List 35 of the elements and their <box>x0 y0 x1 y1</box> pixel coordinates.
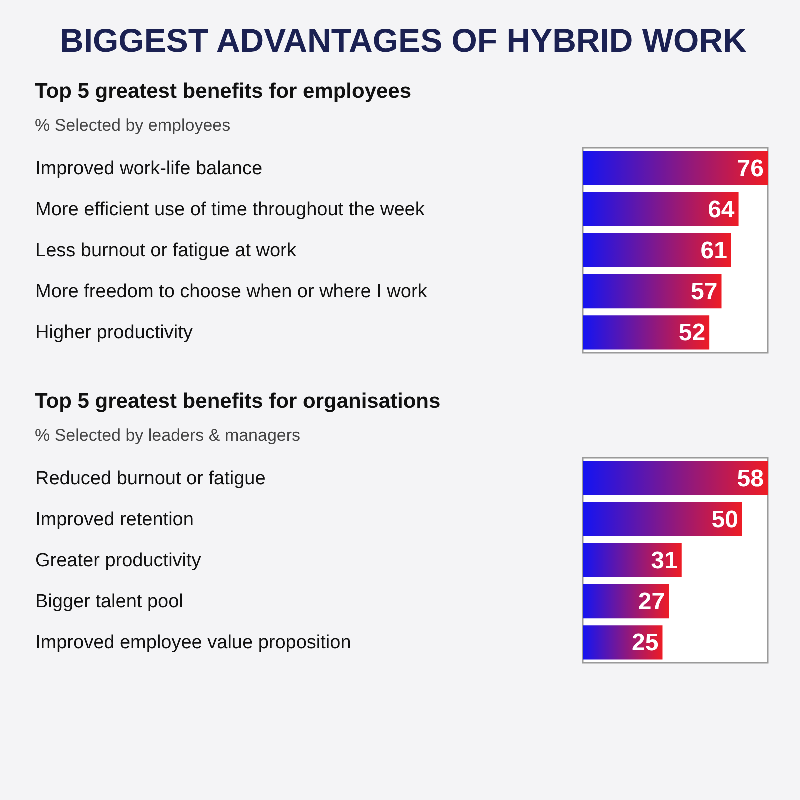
bar <box>583 502 742 536</box>
y-tick-label: Improved work-life balance <box>36 158 263 180</box>
text: % Selected by employees <box>35 116 231 135</box>
data-label: 27 <box>638 588 666 616</box>
bar <box>583 543 682 578</box>
text: Top 5 greatest benefits for organisations <box>35 390 441 413</box>
bar <box>583 626 663 660</box>
text: % Selected by leaders & managers <box>35 426 301 445</box>
data-label: 64 <box>708 196 736 224</box>
y-tick-label: Greater productivity <box>36 550 202 572</box>
y-tick-label: Less burnout or fatigue at work <box>36 240 297 262</box>
text: BIGGEST ADVANTAGES OF HYBRID WORK <box>59 21 748 61</box>
data-label: 57 <box>691 278 718 306</box>
bar <box>583 233 732 268</box>
y-tick-label: Reduced burnout or fatigue <box>36 468 266 490</box>
data-label: 31 <box>651 548 678 574</box>
bar <box>583 584 670 619</box>
data-label: 58 <box>737 465 764 492</box>
data-label: 52 <box>678 320 706 347</box>
y-tick-label: Improved retention <box>36 509 194 530</box>
y-tick-label: Improved employee value proposition <box>36 632 352 654</box>
y-tick-label: Bigger talent pool <box>36 592 184 613</box>
data-label: 50 <box>712 506 738 534</box>
bar <box>583 151 768 186</box>
bar <box>583 192 739 226</box>
data-label: 61 <box>700 238 728 264</box>
data-label: 76 <box>737 155 764 182</box>
bar <box>583 316 710 350</box>
bar <box>583 461 768 496</box>
bar <box>583 274 722 309</box>
data-label: 25 <box>632 630 659 657</box>
y-tick-label: More freedom to choose when or where I work <box>36 282 428 303</box>
y-tick-label: Higher productivity <box>36 322 194 344</box>
y-tick-label: More efficient use of time throughout the week <box>36 199 426 220</box>
text: Top 5 greatest benefits for employees <box>35 80 412 103</box>
